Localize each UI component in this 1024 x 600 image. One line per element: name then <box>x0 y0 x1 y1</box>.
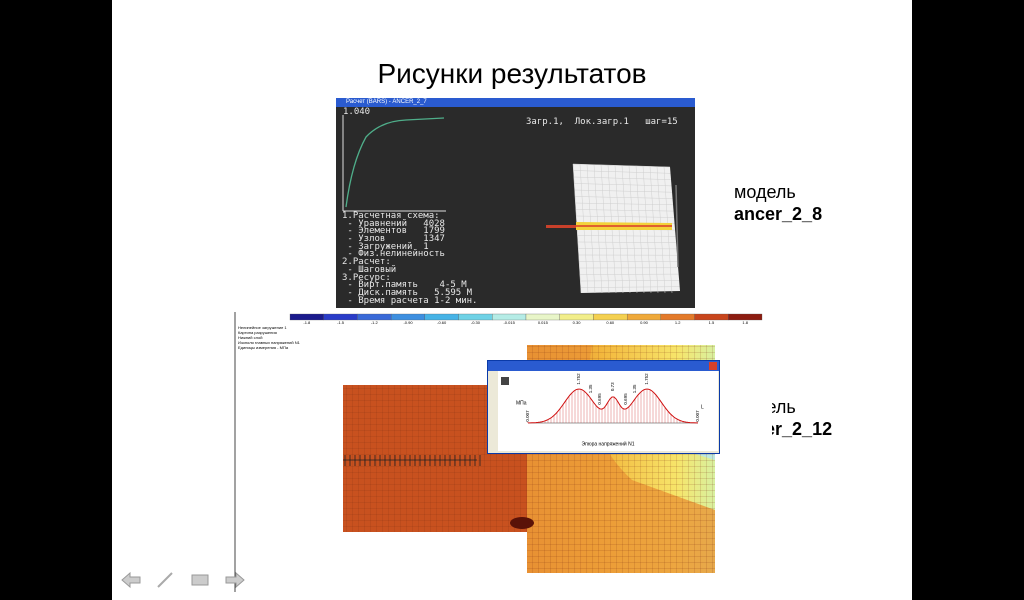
info-line: Нижний слой <box>238 335 262 340</box>
calc-window: Расчет (BARS) - ANCER_2_7 1.040 Загр.1, … <box>336 98 695 308</box>
mesh-line <box>577 241 677 243</box>
legend-label: -1.5 <box>337 320 345 325</box>
fem-image: -1.8 -1.5 -1.2 -0.90 -0.60 -0.30 -0.015 0.015 0.… <box>232 312 772 592</box>
legend-label: 0.30 <box>573 320 582 325</box>
summary-line: - Загружений 1 <box>342 241 429 252</box>
summary-line: - Узлов 1347 <box>342 234 445 245</box>
caption: модель ancer_2_8 <box>734 181 822 225</box>
summary-line: - Уравнений 4028 <box>342 218 445 229</box>
peak-label: 1.752 <box>644 373 649 385</box>
mesh-line <box>575 209 674 212</box>
mesh-line <box>574 183 672 187</box>
legend-label: -0.30 <box>471 320 481 325</box>
mesh-line <box>576 215 675 218</box>
info-line: Нелинейное загружение 1 <box>238 325 287 330</box>
legend-label: 0.90 <box>640 320 649 325</box>
axis-unit: МПа <box>516 400 527 406</box>
peak-label: 0.007 <box>525 410 530 422</box>
mesh-line <box>580 280 680 282</box>
legend-label: -0.015 <box>503 320 515 325</box>
peak-label: 1.35 <box>588 384 593 393</box>
calc-summary: 1.Расчетная схема: - Уравнений 4028 - Эл… <box>342 211 478 306</box>
popup-titlebar <box>488 361 719 371</box>
summary-line: 3.Ресурс: <box>342 272 391 283</box>
diagram-caption: Эпюра напряжений N1 <box>582 440 635 447</box>
window-graphics <box>342 115 680 294</box>
prev-button[interactable] <box>121 571 141 589</box>
summary-line: - Время расчета 1-2 мин. <box>342 295 478 306</box>
peak-label: 0.695 <box>597 393 602 405</box>
axis-end: L <box>701 404 704 410</box>
close-button[interactable] <box>709 362 717 370</box>
peak-label: 1.752 <box>576 373 581 385</box>
summary-line: - Диск.память 5.595 М <box>342 287 473 298</box>
window-title: Расчет (BARS) - ANCER_2_7 <box>336 98 695 107</box>
stress-diagram: МПа L Эпюра напряжений N1 0.007 1.752 1.35 0.6… <box>498 371 718 451</box>
mesh-line <box>577 235 676 237</box>
slide-title: Рисунки результатов <box>377 58 647 89</box>
info-line: Картина разрушения <box>238 330 277 335</box>
peak-label: 0.73 <box>610 382 615 391</box>
legend-label: -0.90 <box>403 320 413 325</box>
mesh-line <box>573 176 672 180</box>
load-status: Загр.1, Лок.загр.1 шаг=15 <box>526 117 678 127</box>
peak-label: 0.695 <box>623 393 628 405</box>
diagram-popup: МПа L Эпюра напряжений N1 0.007 1.752 1.35 0.6… <box>487 360 720 454</box>
mesh-line <box>573 170 671 174</box>
menu-button[interactable] <box>191 574 209 586</box>
mesh-line <box>575 202 674 206</box>
legend-label: 1.5 <box>709 320 715 325</box>
legend-swatch <box>728 313 763 321</box>
mesh-line <box>574 189 673 193</box>
slide-nav <box>121 571 245 589</box>
summary-line: - Вирт.память 4-5 М <box>342 280 467 291</box>
legend-label: 1.8 <box>742 320 748 325</box>
pen-button[interactable] <box>157 572 173 588</box>
legend-label: 0.015 <box>538 320 549 325</box>
legend-label: 1.2 <box>675 320 681 325</box>
next-button[interactable] <box>225 571 245 589</box>
info-line: Единицы измерения - МПа <box>238 345 289 350</box>
legend-label: -0.60 <box>437 320 447 325</box>
peak-label: 0.007 <box>695 410 700 422</box>
mesh-line <box>580 286 680 288</box>
legend-label: 0.60 <box>606 320 615 325</box>
mesh-line <box>574 196 673 199</box>
summary-line: - Физ.нелинейность <box>342 249 445 260</box>
legend-label: -1.8 <box>303 320 311 325</box>
summary-line: 2.Расчет: <box>342 257 391 268</box>
summary-line: - Элементов 1799 <box>342 226 445 237</box>
graph-max: 1.040 <box>343 107 371 117</box>
caption-model: ancer_2_8 <box>734 204 823 224</box>
peak-label: 1.35 <box>632 384 637 393</box>
summary-line: 1.Расчетная схема: <box>342 211 440 221</box>
mesh-line <box>572 163 671 168</box>
summary-line: - Шаговый <box>342 264 397 275</box>
stress-curve <box>527 388 698 424</box>
caption-line: модель <box>734 182 796 202</box>
info-line: Изополя главных напряжений N1 <box>238 340 301 345</box>
legend-label: -1.2 <box>371 320 379 325</box>
